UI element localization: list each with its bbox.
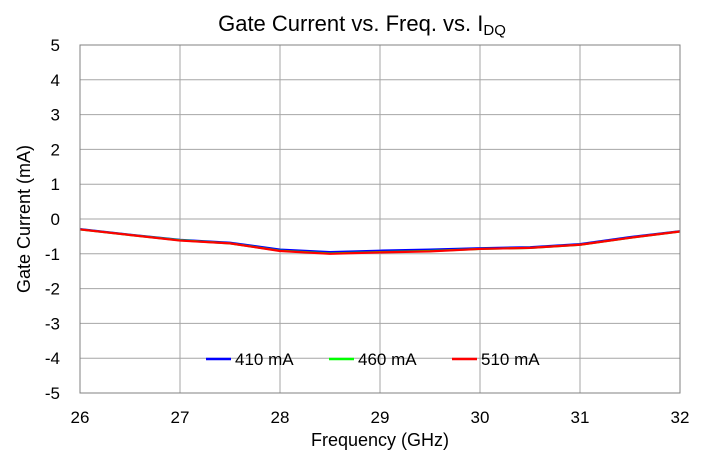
y-tick-label: 3	[51, 106, 60, 125]
legend-label-3: 510 mA	[481, 350, 540, 369]
x-tick-label: 26	[71, 408, 90, 427]
x-tick-label: 31	[571, 408, 590, 427]
y-tick-label: -1	[45, 245, 60, 264]
y-tick-labels: 5 4 3 2 1 0 -1 -2 -3 -4 -5	[45, 36, 60, 403]
x-tick-label: 27	[171, 408, 190, 427]
legend-label-1: 410 mA	[235, 350, 294, 369]
x-tick-label: 29	[371, 408, 390, 427]
y-tick-label: -3	[45, 314, 60, 333]
chart-title-subscript: DQ	[483, 22, 506, 39]
x-tick-label: 30	[471, 408, 490, 427]
y-tick-label: 2	[51, 140, 60, 159]
y-tick-label: -4	[45, 349, 60, 368]
grid-lines	[79, 44, 681, 394]
x-tick-label: 28	[271, 408, 290, 427]
x-tick-labels: 26 27 28 29 30 31 32	[71, 408, 690, 427]
y-tick-label: 5	[51, 36, 60, 55]
y-tick-label: -2	[45, 280, 60, 299]
x-tick-label: 32	[671, 408, 690, 427]
series-lines	[79, 227, 681, 255]
y-tick-label: -5	[45, 384, 60, 403]
y-tick-label: 1	[51, 175, 60, 194]
legend-label-2: 460 mA	[358, 350, 417, 369]
chart-title-main: Gate Current vs. Freq. vs. I	[218, 11, 483, 36]
y-tick-label: 0	[51, 210, 60, 229]
chart-title: Gate Current vs. Freq. vs. IDQ	[218, 11, 506, 39]
y-tick-label: 4	[51, 71, 60, 90]
y-axis-label: Gate Current (mA)	[14, 145, 34, 293]
x-axis-label: Frequency (GHz)	[311, 430, 449, 450]
series-line-3	[79, 228, 681, 255]
plot-frame	[79, 44, 681, 394]
legend: 410 mA 460 mA 510 mA	[206, 350, 540, 369]
